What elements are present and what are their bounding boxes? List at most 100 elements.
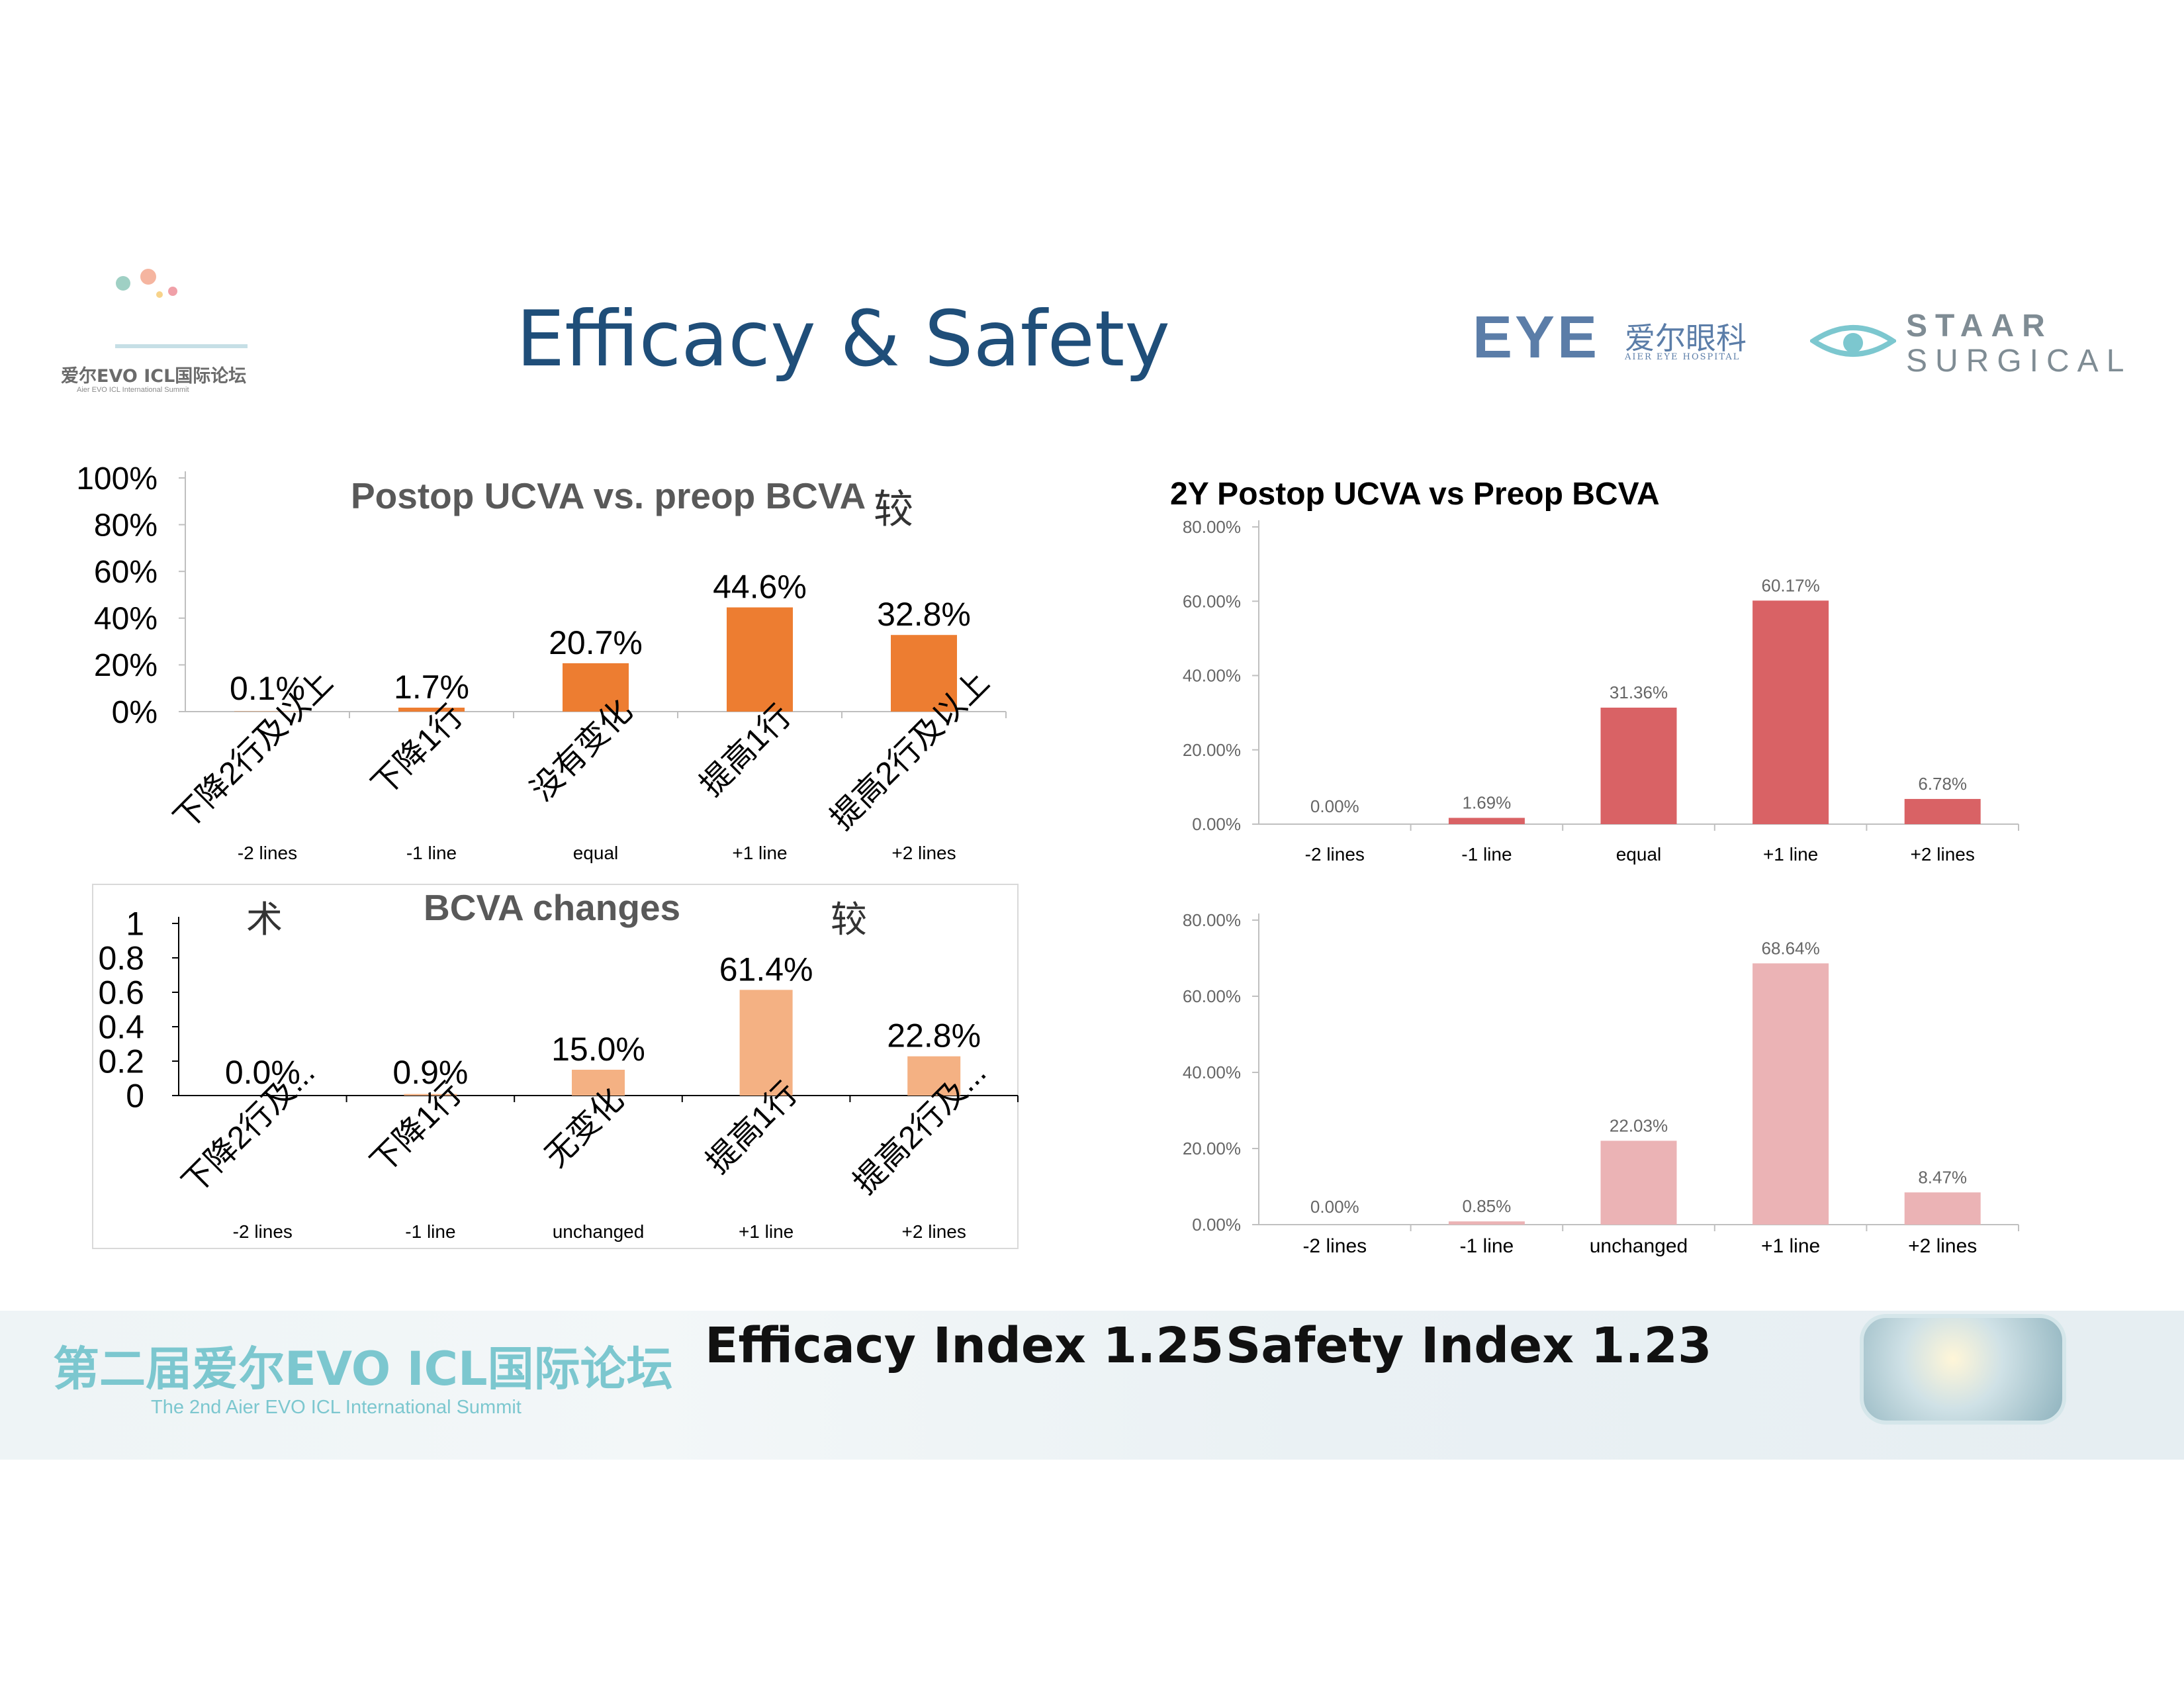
forum-logo-cn: 爱尔EVO ICL国际论坛 bbox=[61, 366, 247, 387]
chart-bcva-changes-2y: 0.00% 20.00% 40.00% 60.00% 80.00% 0.00% -2 lin… bbox=[1183, 910, 2019, 1257]
x-category-note: equal bbox=[1616, 844, 1662, 865]
bar bbox=[727, 607, 793, 712]
banner-title-en: The 2nd Aier EVO ICL International Summi… bbox=[151, 1397, 522, 1418]
bar bbox=[1752, 963, 1829, 1225]
x-category-label: 提高1行 bbox=[694, 698, 798, 803]
safety-index: Safety Index 1.23 bbox=[1226, 1317, 1712, 1374]
x-category-note: -2 lines bbox=[1302, 1235, 1367, 1257]
data-label: 0.00% bbox=[1310, 796, 1359, 816]
y-tick-label: 80% bbox=[94, 508, 158, 543]
chart-title: 2Y Postop UCVA vs Preop BCVA bbox=[1170, 477, 1660, 512]
y-tick-label: 0.00% bbox=[1192, 1215, 1241, 1235]
data-label: 44.6% bbox=[713, 569, 807, 606]
y-tick-label: 80.00% bbox=[1183, 517, 1241, 537]
y-tick-label: 1 bbox=[126, 906, 144, 943]
x-category-note: -2 lines bbox=[233, 1221, 293, 1242]
chart-2y-postop-ucva-vs-preop-bcva: 2Y Postop UCVA vs Preop BCVA 0.00% 20.00% 4… bbox=[1170, 477, 2019, 865]
bar bbox=[1600, 707, 1677, 824]
bar bbox=[1448, 818, 1525, 824]
bcva-chart-frame bbox=[92, 884, 1019, 1249]
data-label: 1.69% bbox=[1463, 793, 1512, 813]
x-category-note: +2 lines bbox=[902, 1221, 966, 1242]
forum-logo-en: Aier EVO ICL International Summit bbox=[77, 386, 189, 394]
data-label: 22.8% bbox=[887, 1017, 981, 1055]
y-tick-label: 40.00% bbox=[1183, 666, 1241, 686]
x-category-note: +1 line bbox=[732, 843, 787, 863]
bar bbox=[907, 1056, 961, 1096]
x-category-note: +1 line bbox=[1761, 1235, 1820, 1257]
banner-title-cn: 第二届爱尔EVO ICL国际论坛 bbox=[53, 1342, 673, 1396]
staar-logo-line1: STAAR bbox=[1906, 308, 2053, 344]
bar bbox=[1904, 1192, 1981, 1225]
y-tick-label: 0.8 bbox=[98, 940, 144, 977]
y-tick-label: 60.00% bbox=[1183, 591, 1241, 611]
chart-title-overlap-text-2: 较 bbox=[831, 899, 867, 940]
chart-title: Postop UCVA vs. preop BCVA bbox=[351, 475, 866, 516]
y-tick-label: 20% bbox=[94, 648, 158, 683]
chart-title-overlap-text: 术 bbox=[246, 899, 283, 940]
x-category-note: -1 line bbox=[1461, 844, 1512, 865]
bar bbox=[1752, 600, 1829, 824]
bar bbox=[398, 707, 465, 712]
y-tick-label: 0.6 bbox=[98, 974, 144, 1011]
data-label: 60.17% bbox=[1762, 575, 1820, 595]
data-label: 20.7% bbox=[549, 624, 643, 661]
data-label: 0.00% bbox=[1310, 1197, 1359, 1217]
bar bbox=[739, 990, 793, 1096]
staar-eye-icon bbox=[1808, 318, 1898, 367]
bar bbox=[1448, 1221, 1525, 1225]
data-label: 0.0% bbox=[225, 1054, 300, 1091]
y-tick-label: 0.2 bbox=[98, 1043, 144, 1080]
y-tick-label: 40% bbox=[94, 602, 158, 637]
aier-logo-en: AIER EYE HOSPITAL bbox=[1625, 352, 1741, 362]
bar bbox=[572, 1070, 625, 1096]
y-tick-label: 20.00% bbox=[1183, 1139, 1241, 1158]
chart-title: BCVA changes bbox=[424, 887, 680, 928]
y-tick-label: 0% bbox=[112, 695, 158, 730]
x-category-note: +2 lines bbox=[1911, 844, 1975, 865]
efficacy-index: Efficacy Index 1.25 bbox=[705, 1317, 1224, 1374]
chart-postop-ucva-vs-preop-bcva: Postop UCVA vs. preop BCVA 较 0% 20% 40% 60% 80… bbox=[76, 461, 1007, 863]
footer-banner bbox=[0, 1311, 2184, 1460]
data-label: 0.85% bbox=[1463, 1196, 1512, 1216]
y-tick-label: 40.00% bbox=[1183, 1062, 1241, 1082]
data-label: 0.9% bbox=[392, 1054, 468, 1091]
banner-art-image bbox=[1860, 1314, 2066, 1425]
x-category-note: equal bbox=[573, 843, 619, 863]
forum-logo bbox=[57, 265, 249, 404]
y-tick-label: 0.00% bbox=[1192, 814, 1241, 834]
bar bbox=[563, 663, 629, 712]
x-category-note: +1 line bbox=[1763, 844, 1818, 865]
aier-logo-cn: 爱尔眼科 bbox=[1625, 320, 1747, 356]
data-label: 0.1% bbox=[230, 670, 305, 707]
aier-logo: EYE bbox=[1473, 305, 1605, 371]
x-category-note: +2 lines bbox=[891, 843, 956, 863]
chart-title-overlap-text: 较 bbox=[874, 487, 913, 532]
y-tick-label: 100% bbox=[76, 461, 158, 496]
y-tick-label: 0 bbox=[126, 1078, 144, 1115]
x-category-note: -1 line bbox=[406, 843, 457, 863]
data-label: 32.8% bbox=[877, 596, 971, 633]
y-tick-label: 60% bbox=[94, 555, 158, 590]
bar bbox=[1904, 798, 1981, 824]
x-category-note: -1 line bbox=[405, 1221, 455, 1242]
data-label: 6.78% bbox=[1918, 774, 1967, 794]
x-category-note: unchanged bbox=[553, 1221, 645, 1242]
x-category-note: -1 line bbox=[1460, 1235, 1514, 1257]
data-label: 15.0% bbox=[551, 1031, 645, 1068]
y-tick-label: 20.00% bbox=[1183, 740, 1241, 760]
data-label: 8.47% bbox=[1918, 1167, 1967, 1187]
bar bbox=[1600, 1141, 1677, 1225]
data-label: 68.64% bbox=[1762, 938, 1820, 958]
bar bbox=[891, 635, 957, 712]
y-tick-label: 80.00% bbox=[1183, 910, 1241, 930]
x-category-note: unchanged bbox=[1590, 1235, 1688, 1257]
data-label: 31.36% bbox=[1610, 682, 1668, 702]
data-label: 22.03% bbox=[1610, 1115, 1668, 1135]
staar-logo-line2: SURGICAL bbox=[1906, 344, 2132, 379]
y-tick-label: 60.00% bbox=[1183, 986, 1241, 1006]
aier-logo-mark: EYE bbox=[1473, 311, 1600, 364]
bar bbox=[404, 1094, 457, 1096]
data-label: 61.4% bbox=[719, 951, 813, 988]
